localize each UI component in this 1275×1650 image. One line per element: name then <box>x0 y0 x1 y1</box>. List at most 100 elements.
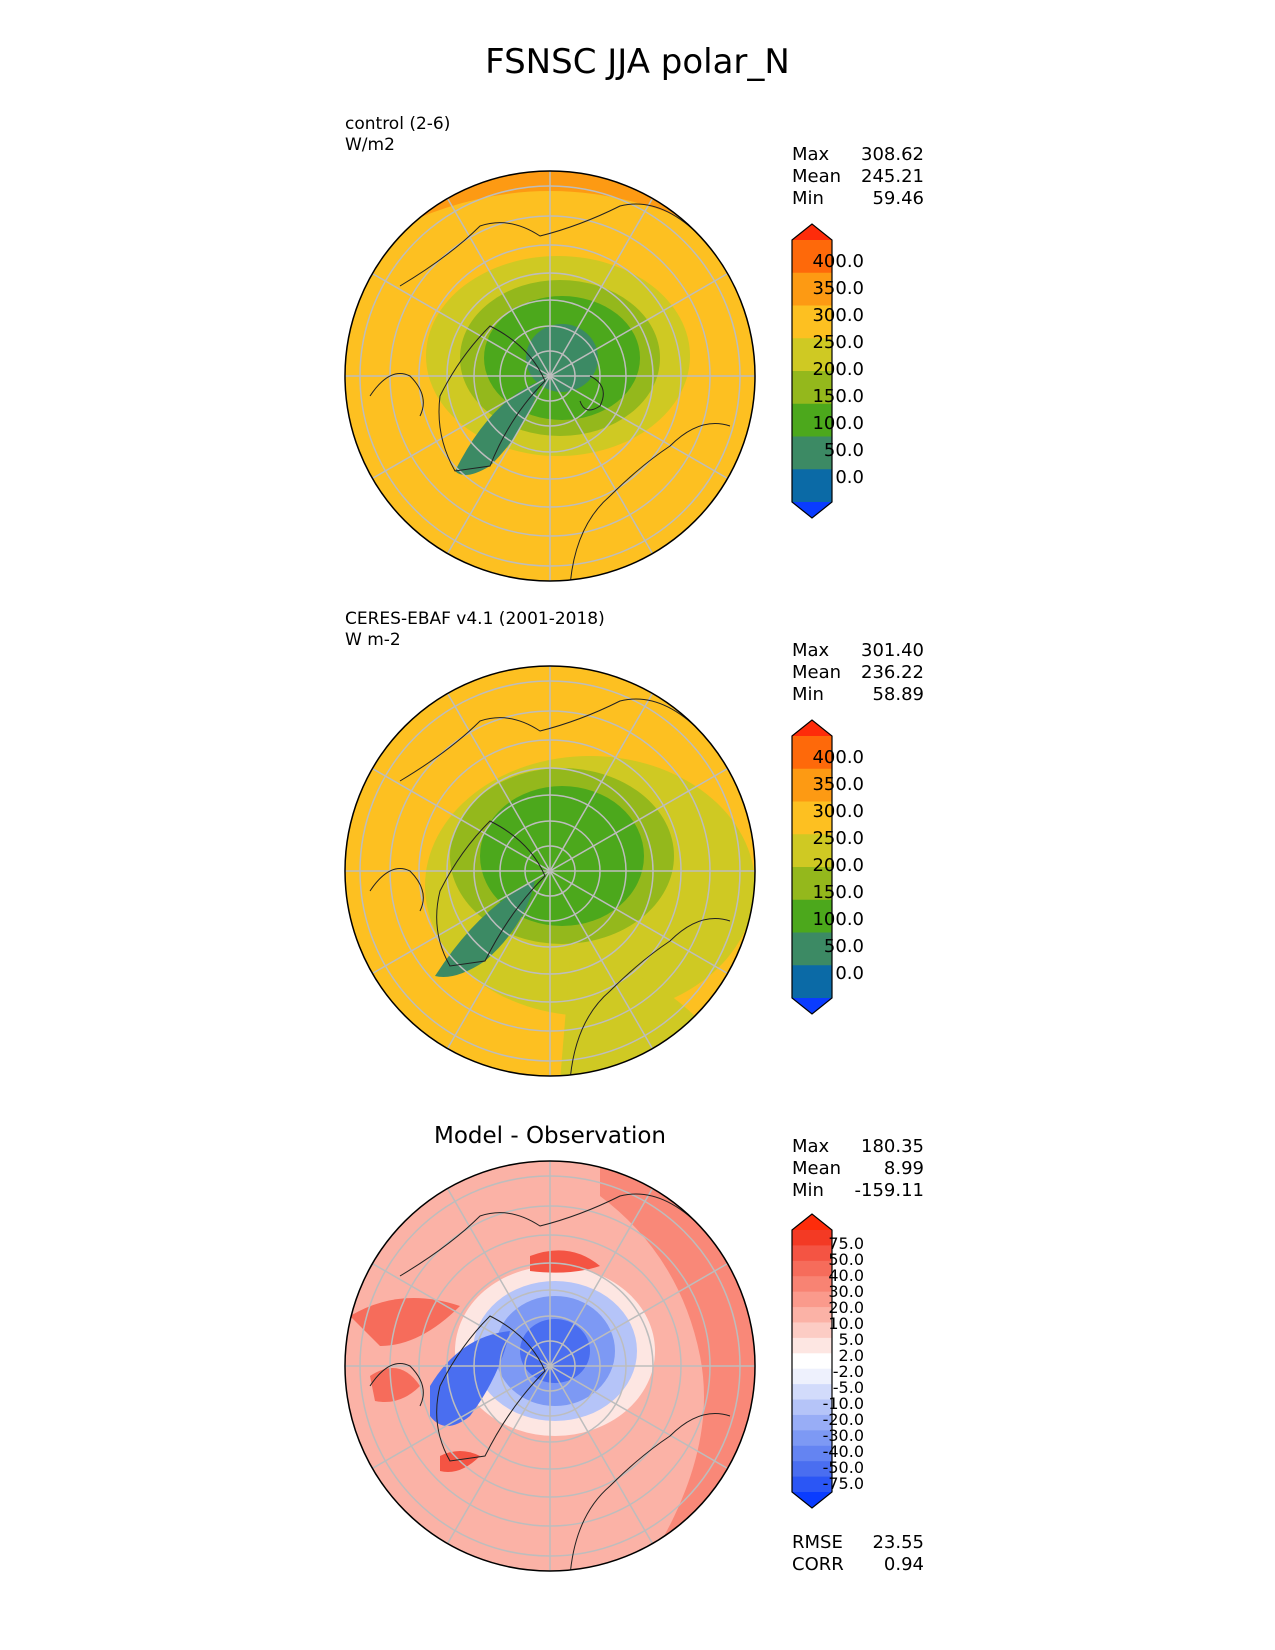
metric-label: CORR <box>792 1554 844 1575</box>
colorbar-tick-label: 0.0 <box>835 467 864 488</box>
colorbar-tick-label: 200.0 <box>812 359 864 380</box>
colorbar-tick-label: -40.0 <box>822 1442 864 1461</box>
stat-label: Min <box>792 684 824 705</box>
metric-value: 0.94 <box>883 1554 924 1575</box>
colorbar-swatch <box>792 834 832 868</box>
colorbar-swatch <box>792 1307 832 1323</box>
colorbar-swatch <box>792 1430 832 1447</box>
panel-2-colorbar <box>791 719 833 1015</box>
panel-1-name: control (2-6) <box>345 114 451 134</box>
panel-2-polar-map <box>344 665 756 1077</box>
colorbar-swatch <box>792 240 832 274</box>
colorbar-tick-label: 100.0 <box>812 413 864 434</box>
stat-value: -159.11 <box>854 1180 924 1201</box>
colorbar-swatch <box>792 932 832 966</box>
panel-1-colorbar-labels: 400.0 350.0 300.0 250.0 200.0 150.0 100.… <box>792 252 872 492</box>
colorbar-swatch <box>792 436 832 470</box>
colorbar-tick-label: 150.0 <box>812 882 864 903</box>
metric-value: 23.55 <box>872 1532 924 1553</box>
colorbar-swatch <box>792 1414 832 1431</box>
colorbar-tick-label: 300.0 <box>812 305 864 326</box>
colorbar-swatch <box>792 272 832 306</box>
colorbar-swatch <box>792 899 832 933</box>
colorbar-tick-label: 250.0 <box>812 828 864 849</box>
panel-3-title: Model - Observation <box>433 1123 667 1149</box>
colorbar-extend-min <box>792 502 832 518</box>
colorbar-swatch <box>792 1291 832 1308</box>
stat-value: 59.46 <box>872 188 924 209</box>
colorbar-tick-label: -75.0 <box>822 1474 864 1493</box>
colorbar-tick-label: 250.0 <box>812 332 864 353</box>
colorbar-extend-min <box>792 1492 832 1508</box>
stat-label: Mean <box>792 1158 842 1179</box>
panel-3-polar-map <box>344 1160 756 1572</box>
panel-3-colorbar-labels: 75.0 50.0 40.0 30.0 20.0 10.0 5.0 2.0 -2… <box>792 1236 872 1496</box>
colorbar-tick-label: 30.0 <box>828 1282 864 1301</box>
colorbar-swatch <box>792 1260 832 1277</box>
colorbar-swatch <box>792 1368 832 1385</box>
colorbar-outline <box>791 1213 833 1509</box>
stat-label: Max <box>792 640 830 661</box>
colorbar-swatch <box>792 1399 832 1416</box>
colorbar-swatch <box>792 305 832 339</box>
colorbar-swatch <box>792 801 832 835</box>
colorbar-tick-label: 350.0 <box>812 774 864 795</box>
panel-3-metrics: RMSE 23.55 CORR 0.94 <box>792 1532 924 1576</box>
panel-2-stats: Max 301.40 Mean 236.22 Min 58.89 <box>792 640 924 706</box>
colorbar-swatch <box>792 736 832 770</box>
colorbar-extend-min <box>792 998 832 1014</box>
colorbar-tick-label: 75.0 <box>828 1234 864 1253</box>
stat-value: 301.40 <box>861 640 924 661</box>
colorbar-swatch <box>792 1337 832 1354</box>
panel-3-colorbar <box>791 1213 833 1509</box>
stat-value: 308.62 <box>861 144 924 165</box>
colorbar-tick-label: 50.0 <box>823 440 864 461</box>
stat-value: 180.35 <box>861 1136 924 1157</box>
colorbar-tick-label: -20.0 <box>822 1410 864 1429</box>
colorbar-tick-label: 20.0 <box>828 1298 864 1317</box>
colorbar-swatch <box>792 1276 832 1293</box>
metric-label: RMSE <box>792 1532 843 1553</box>
panel-2-units: W m-2 <box>345 630 401 650</box>
colorbar-swatch <box>792 768 832 802</box>
colorbar-outline <box>791 223 833 519</box>
stat-label: Max <box>792 144 830 165</box>
stat-value: 245.21 <box>861 166 924 187</box>
colorbar-tick-label: -2.0 <box>832 1362 864 1381</box>
colorbar-swatch <box>792 1353 832 1370</box>
colorbar-swatch <box>792 469 832 503</box>
stat-label: Min <box>792 1180 824 1201</box>
panel-1-polar-map <box>344 170 756 582</box>
stat-value: 58.89 <box>872 684 924 705</box>
panel-1-stats: Max 308.62 Mean 245.21 Min 59.46 <box>792 144 924 210</box>
panel-2-colorbar-labels: 400.0 350.0 300.0 250.0 200.0 150.0 100.… <box>792 748 872 988</box>
colorbar-tick-label: 5.0 <box>838 1330 864 1349</box>
stat-value: 236.22 <box>861 662 924 683</box>
stat-label: Max <box>792 1136 830 1157</box>
colorbar-swatch <box>792 867 832 901</box>
colorbar-swatch <box>792 1384 832 1401</box>
colorbar-swatch <box>792 1445 832 1462</box>
colorbar-extend-max <box>792 1214 832 1230</box>
colorbar-tick-label: 350.0 <box>812 278 864 299</box>
colorbar-extend-max <box>792 720 832 736</box>
colorbar-tick-label: 10.0 <box>828 1314 864 1333</box>
colorbar-tick-label: 50.0 <box>823 936 864 957</box>
stat-label: Mean <box>792 662 842 683</box>
stat-label: Mean <box>792 166 842 187</box>
colorbar-swatch <box>792 403 832 437</box>
colorbar-swatch <box>792 338 832 372</box>
colorbar-tick-label: 400.0 <box>812 747 864 768</box>
colorbar-tick-label: 40.0 <box>828 1266 864 1285</box>
colorbar-tick-label: 2.0 <box>838 1346 864 1365</box>
colorbar-swatch <box>792 1245 832 1262</box>
panel-1-units: W/m2 <box>345 135 395 155</box>
colorbar-swatch <box>792 371 832 405</box>
figure-title: FSNSC JJA polar_N <box>485 42 790 82</box>
colorbar-tick-label: 150.0 <box>812 386 864 407</box>
stat-label: Min <box>792 188 824 209</box>
panel-3-stats: Max 180.35 Mean 8.99 Min -159.11 <box>792 1136 924 1202</box>
colorbar-swatch <box>792 1461 832 1478</box>
stat-value: 8.99 <box>883 1158 924 1179</box>
colorbar-outline <box>791 719 833 1015</box>
